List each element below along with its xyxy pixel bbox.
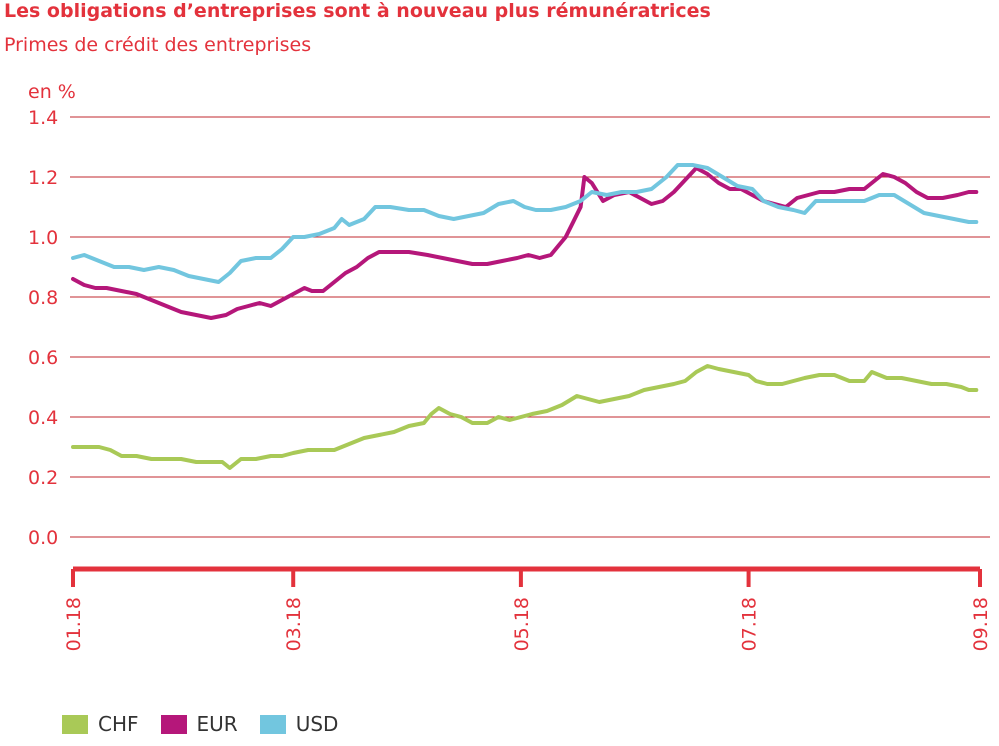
y-tick-label: 1.0 xyxy=(28,227,58,249)
x-tick-label: 03.18 xyxy=(283,597,305,651)
y-tick-label: 0.8 xyxy=(28,287,58,309)
y-tick-label: 0.0 xyxy=(28,527,58,549)
y-axis-label: en % xyxy=(28,81,76,103)
x-axis: 01.18 03.18 05.18 07.18 09.18 xyxy=(63,566,992,651)
legend-swatch-eur xyxy=(160,714,187,734)
y-axis-tick-labels: 0.0 0.2 0.4 0.6 0.8 1.0 1.2 1.4 xyxy=(28,107,58,549)
series-lines xyxy=(71,163,979,470)
legend-label-chf: CHF xyxy=(98,712,139,736)
gridlines xyxy=(70,116,990,538)
chart-subtitle: Primes de crédit des entreprises xyxy=(4,34,312,56)
x-tick-label: 07.18 xyxy=(739,597,761,651)
x-tick-label: 05.18 xyxy=(511,597,533,651)
series-line-usd xyxy=(71,163,979,284)
legend: CHF EUR USD xyxy=(62,712,360,736)
y-tick-label: 1.4 xyxy=(28,107,58,129)
y-tick-label: 1.2 xyxy=(28,167,58,189)
legend-label-eur: EUR xyxy=(196,712,238,736)
y-tick-label: 0.4 xyxy=(28,407,58,429)
chart-title: Les obligations d’entreprises sont à nou… xyxy=(4,0,711,22)
legend-swatch-usd xyxy=(259,714,286,734)
legend-swatch-chf xyxy=(62,714,88,734)
y-tick-label: 0.6 xyxy=(28,347,58,369)
series-line-eur xyxy=(71,166,979,320)
series-line-chf xyxy=(71,364,979,470)
legend-item-eur: EUR xyxy=(160,712,238,736)
legend-label-usd: USD xyxy=(295,712,339,736)
y-tick-label: 0.2 xyxy=(28,467,58,489)
x-tick-label: 09.18 xyxy=(970,597,992,651)
legend-item-chf: CHF xyxy=(62,712,139,736)
legend-item-usd: USD xyxy=(259,712,339,736)
x-tick-label: 01.18 xyxy=(63,597,85,651)
